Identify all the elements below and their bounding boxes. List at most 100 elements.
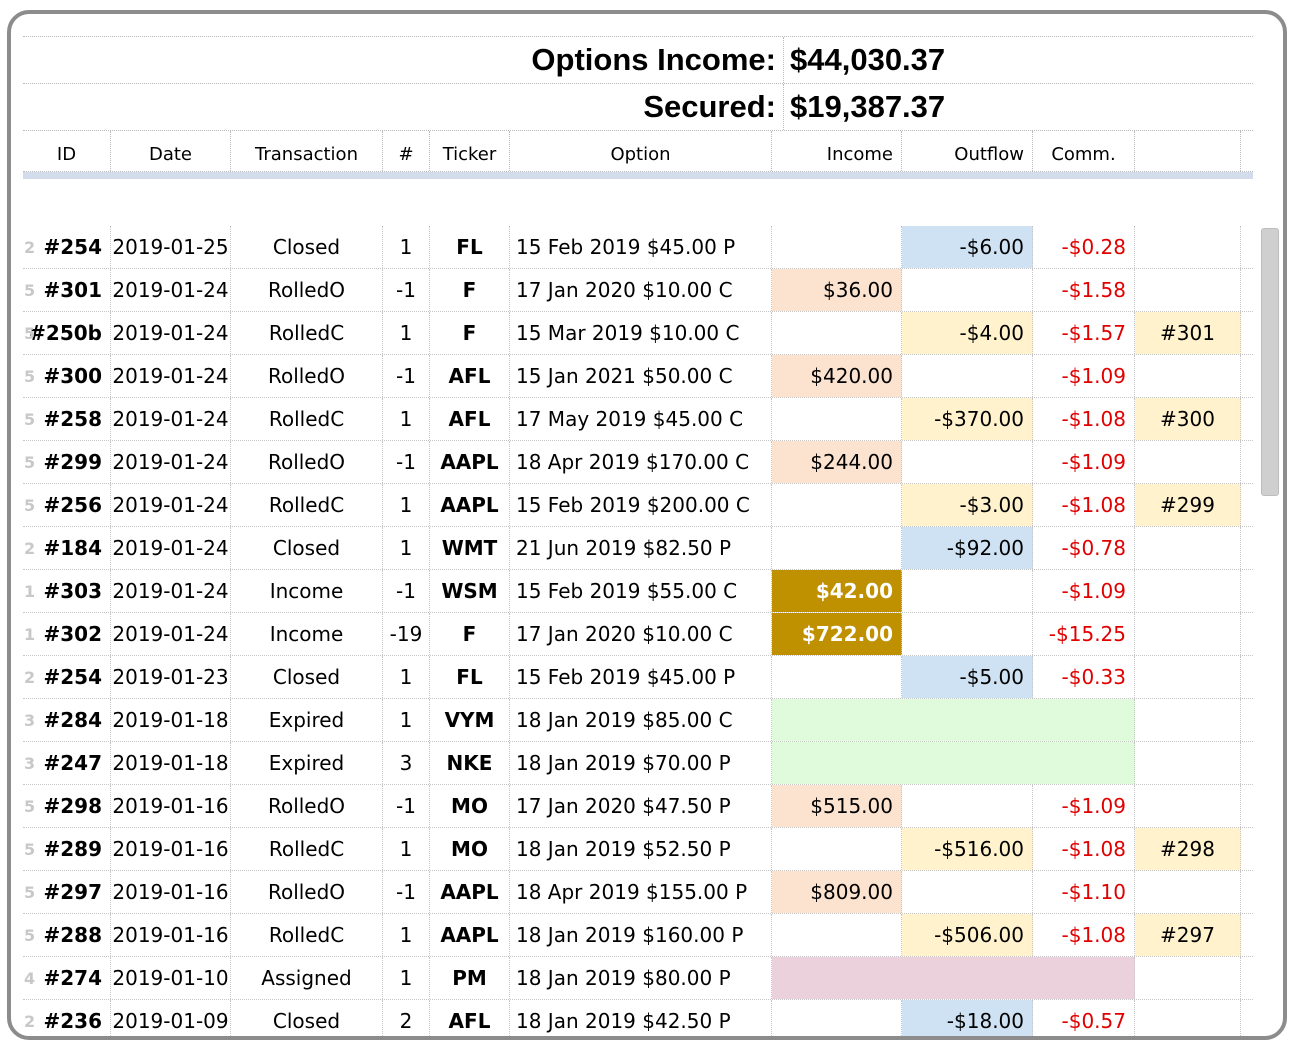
cell-option[interactable]: 18 Apr 2019 $170.00 C (510, 441, 772, 483)
cell-outflow[interactable]: -$370.00 (902, 398, 1033, 440)
cell-count[interactable]: 1 (383, 699, 430, 741)
cell-option[interactable]: 15 Jan 2021 $50.00 C (510, 355, 772, 397)
cell-outflow[interactable]: -$3.00 (902, 484, 1033, 526)
col-header-link[interactable] (1135, 131, 1241, 171)
cell-link[interactable] (1135, 441, 1241, 483)
cell-outflow[interactable]: -$516.00 (902, 828, 1033, 870)
cell-id[interactable]: 4 #274 (23, 957, 111, 999)
cell-count[interactable]: 1 (383, 828, 430, 870)
cell-link[interactable] (1135, 527, 1241, 569)
cell-option[interactable]: 15 Feb 2019 $45.00 P (510, 656, 772, 698)
cell-transaction[interactable]: RolledC (231, 914, 383, 956)
cell-income[interactable]: $722.00 (772, 613, 902, 655)
table-row[interactable]: 2 #184 2019-01-24 Closed 1 WMT 21 Jun 2019 $82… (23, 527, 1253, 570)
table-row[interactable]: 5 #250b 2019-01-24 RolledC 1 F 15 Mar 2019 $10… (23, 312, 1253, 355)
cell-id[interactable]: 3 #247 (23, 742, 111, 784)
col-header-income[interactable]: Income (772, 131, 902, 171)
cell-comm[interactable]: -$1.10 (1033, 871, 1135, 913)
cell-outflow[interactable]: -$506.00 (902, 914, 1033, 956)
cell-comm[interactable]: -$1.08 (1033, 828, 1135, 870)
cell-ticker[interactable]: F (430, 613, 510, 655)
cell-date[interactable]: 2019-01-24 (111, 398, 231, 440)
cell-comm[interactable]: -$0.57 (1033, 1000, 1135, 1036)
cell-comm[interactable]: -$0.33 (1033, 656, 1135, 698)
cell-ticker[interactable]: AAPL (430, 441, 510, 483)
cell-count[interactable]: -1 (383, 269, 430, 311)
table-row[interactable]: 2 #254 2019-01-25 Closed 1 FL 15 Feb 2019 $45.… (23, 226, 1253, 269)
cell-count[interactable]: 1 (383, 656, 430, 698)
table-row[interactable]: 5 #288 2019-01-16 RolledC 1 AAPL 18 Jan 2019 $… (23, 914, 1253, 957)
table-row[interactable]: 3 #247 2019-01-18 Expired 3 NKE 18 Jan 2019 $7… (23, 742, 1253, 785)
cell-option[interactable]: 21 Jun 2019 $82.50 P (510, 527, 772, 569)
cell-link[interactable] (1135, 656, 1241, 698)
col-header-count[interactable]: # (383, 131, 430, 171)
table-row[interactable]: 2 #254 2019-01-23 Closed 1 FL 15 Feb 2019 $45.… (23, 656, 1253, 699)
cell-link[interactable] (1135, 355, 1241, 397)
cell-comm[interactable]: -$1.09 (1033, 570, 1135, 612)
cell-transaction[interactable]: RolledO (231, 355, 383, 397)
cell-outflow[interactable]: -$92.00 (902, 527, 1033, 569)
cell-count[interactable]: -19 (383, 613, 430, 655)
cell-date[interactable]: 2019-01-18 (111, 699, 231, 741)
table-row[interactable]: 1 #303 2019-01-24 Income -1 WSM 15 Feb 2019 $5… (23, 570, 1253, 613)
cell-link[interactable] (1135, 570, 1241, 612)
table-row[interactable]: 2 #236 2019-01-09 Closed 2 AFL 18 Jan 2019 $42… (23, 1000, 1253, 1036)
cell-count[interactable]: 1 (383, 312, 430, 354)
cell-comm[interactable]: -$15.25 (1033, 613, 1135, 655)
cell-id[interactable]: 5 #289 (23, 828, 111, 870)
cell-outflow[interactable] (902, 871, 1033, 913)
col-header-date[interactable]: Date (111, 131, 231, 171)
cell-income[interactable]: $244.00 (772, 441, 902, 483)
cell-link[interactable]: #301 (1135, 312, 1241, 354)
cell-transaction[interactable]: Expired (231, 699, 383, 741)
cell-link[interactable] (1135, 785, 1241, 827)
assigned-span-cell[interactable] (772, 957, 1135, 999)
cell-outflow[interactable] (902, 613, 1033, 655)
col-header-outflow[interactable]: Outflow (902, 131, 1033, 171)
cell-transaction[interactable]: Closed (231, 656, 383, 698)
table-row[interactable]: 3 #284 2019-01-18 Expired 1 VYM 18 Jan 2019 $8… (23, 699, 1253, 742)
cell-id[interactable]: 5 #256 (23, 484, 111, 526)
cell-income[interactable]: $36.00 (772, 269, 902, 311)
cell-comm[interactable]: -$1.09 (1033, 441, 1135, 483)
table-row[interactable]: 5 #301 2019-01-24 RolledO -1 F 17 Jan 2020 $10… (23, 269, 1253, 312)
cell-ticker[interactable]: AAPL (430, 871, 510, 913)
cell-option[interactable]: 18 Apr 2019 $155.00 P (510, 871, 772, 913)
cell-option[interactable]: 18 Jan 2019 $80.00 P (510, 957, 772, 999)
cell-id[interactable]: 5 #300 (23, 355, 111, 397)
cell-ticker[interactable]: MO (430, 785, 510, 827)
cell-income[interactable]: $809.00 (772, 871, 902, 913)
cell-link[interactable] (1135, 957, 1241, 999)
cell-id[interactable]: 5 #288 (23, 914, 111, 956)
cell-ticker[interactable]: AFL (430, 398, 510, 440)
cell-option[interactable]: 17 Jan 2020 $10.00 C (510, 269, 772, 311)
expired-span-cell[interactable] (772, 699, 1135, 741)
cell-id[interactable]: 5 #301 (23, 269, 111, 311)
cell-count[interactable]: 1 (383, 914, 430, 956)
cell-option[interactable]: 15 Mar 2019 $10.00 C (510, 312, 772, 354)
cell-date[interactable]: 2019-01-16 (111, 828, 231, 870)
cell-transaction[interactable]: Expired (231, 742, 383, 784)
cell-date[interactable]: 2019-01-24 (111, 484, 231, 526)
cell-count[interactable]: 1 (383, 226, 430, 268)
cell-comm[interactable]: -$0.28 (1033, 226, 1135, 268)
cell-id[interactable]: 5 #297 (23, 871, 111, 913)
cell-ticker[interactable]: AFL (430, 355, 510, 397)
cell-option[interactable]: 18 Jan 2019 $52.50 P (510, 828, 772, 870)
cell-transaction[interactable]: RolledO (231, 785, 383, 827)
cell-comm[interactable]: -$1.09 (1033, 785, 1135, 827)
cell-link[interactable] (1135, 742, 1241, 784)
cell-comm[interactable]: -$1.08 (1033, 398, 1135, 440)
cell-ticker[interactable]: FL (430, 226, 510, 268)
cell-link[interactable]: #298 (1135, 828, 1241, 870)
col-header-id[interactable]: ID (23, 131, 111, 171)
cell-id[interactable]: 5 #299 (23, 441, 111, 483)
cell-income[interactable] (772, 484, 902, 526)
cell-link[interactable] (1135, 269, 1241, 311)
cell-outflow[interactable] (902, 269, 1033, 311)
secured-value[interactable]: $19,387.37 (783, 84, 945, 130)
cell-count[interactable]: 1 (383, 957, 430, 999)
cell-count[interactable]: -1 (383, 871, 430, 913)
cell-outflow[interactable] (902, 785, 1033, 827)
cell-ticker[interactable]: NKE (430, 742, 510, 784)
